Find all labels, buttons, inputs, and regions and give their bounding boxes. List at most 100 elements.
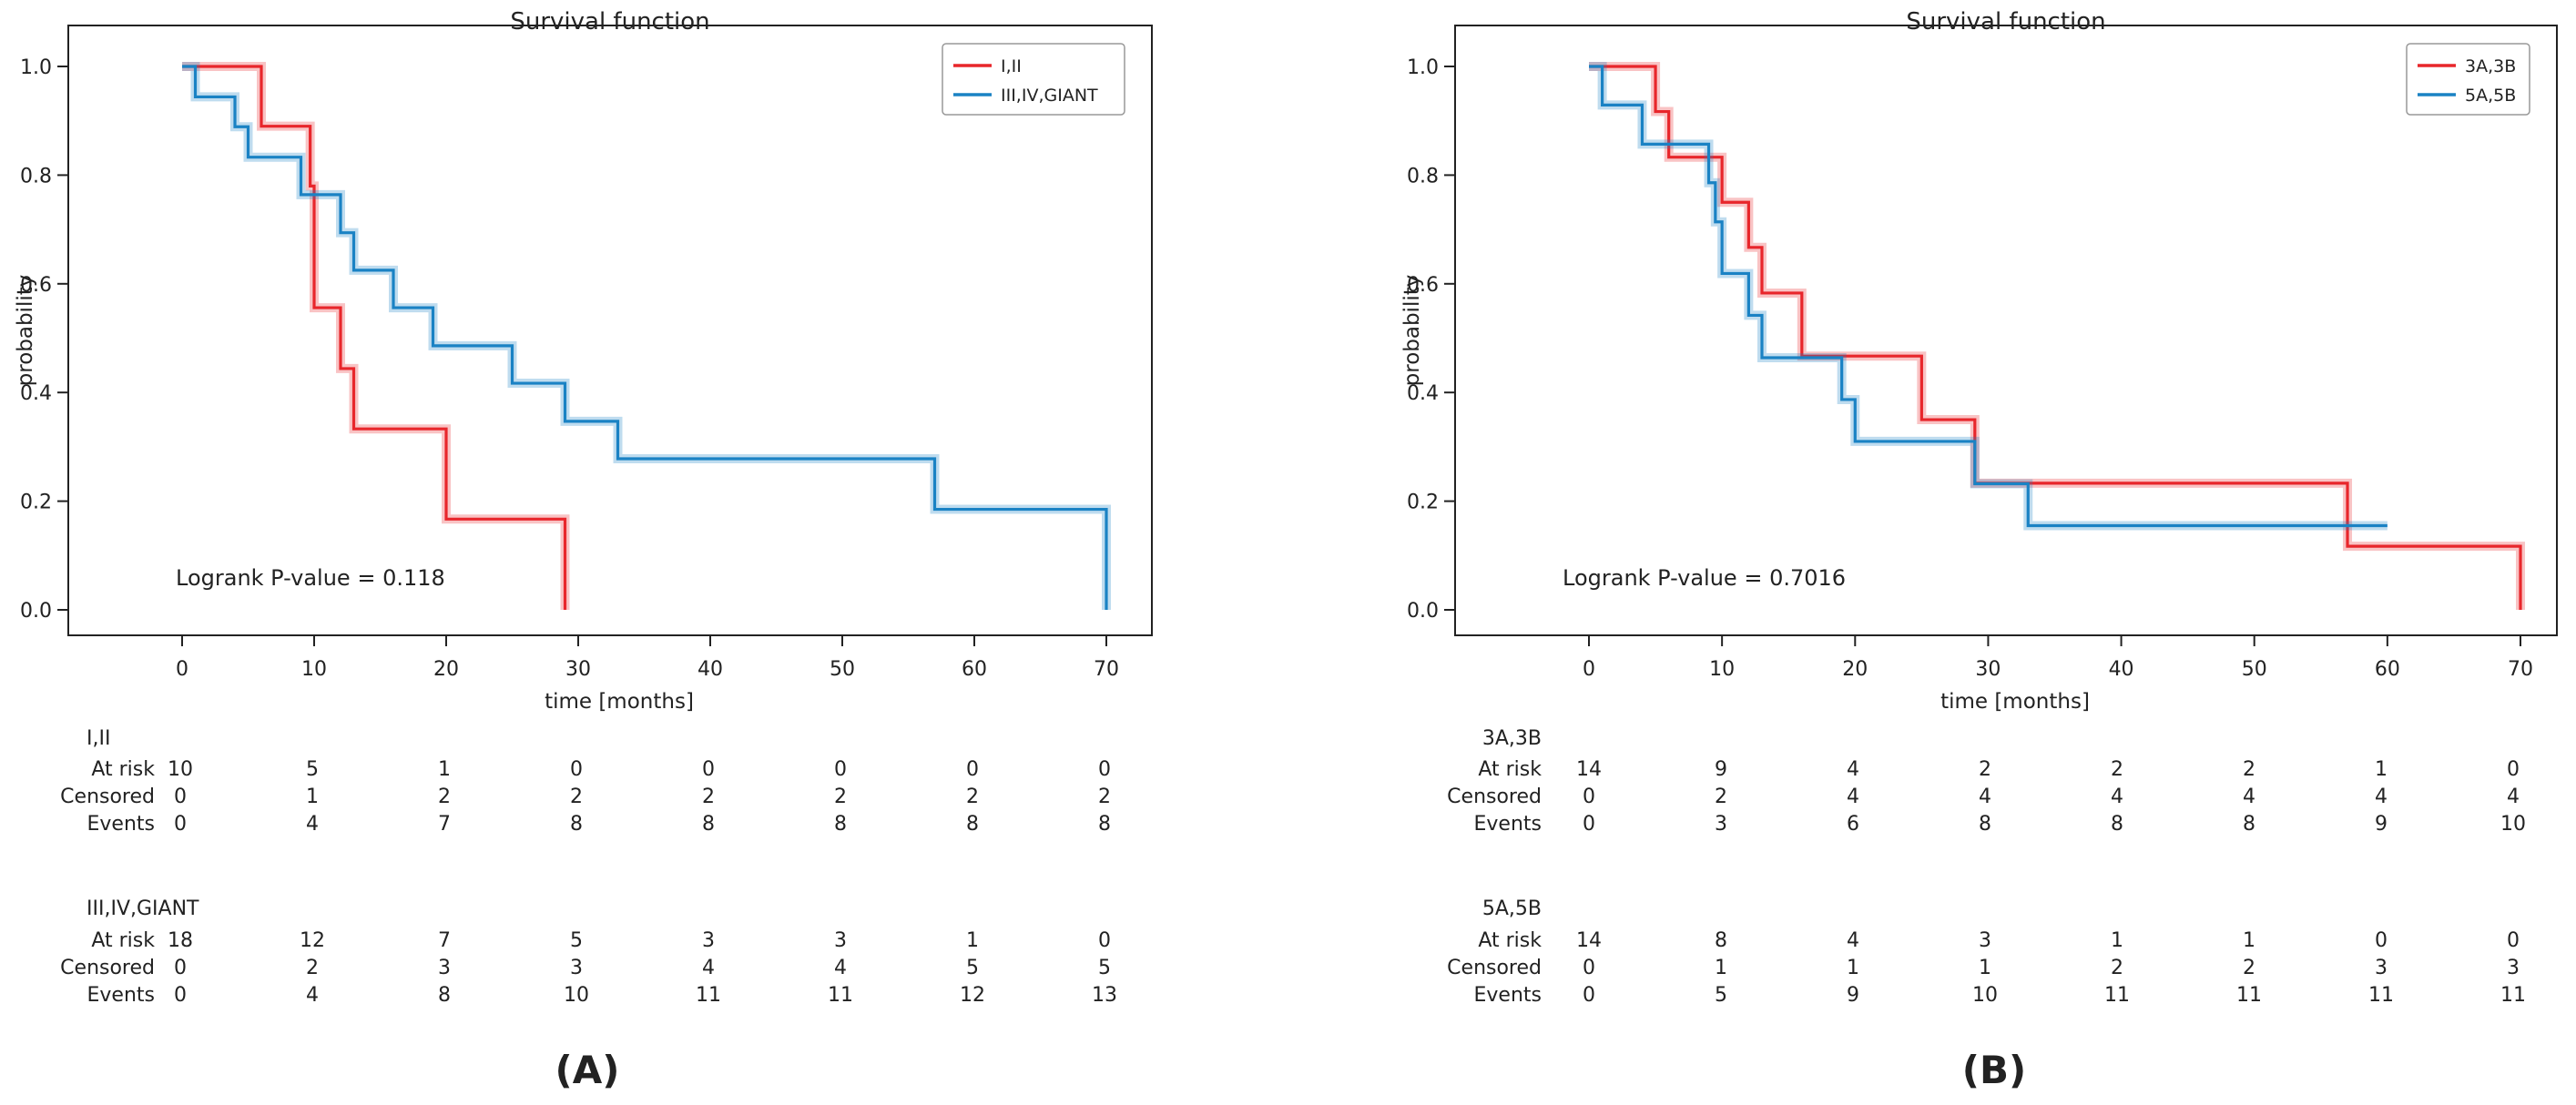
series-band-0 — [182, 62, 570, 610]
y-tick-label: 0.4 — [20, 382, 52, 405]
series-band-1 — [182, 62, 1111, 610]
risk-cell: 2 — [834, 786, 847, 808]
risk-cell: 0 — [1583, 984, 1595, 1007]
legend-label-0: I,II — [1001, 56, 1022, 76]
x-tick-label: 40 — [2109, 658, 2134, 681]
risk-cell: 5 — [1715, 984, 1727, 1007]
x-tick-label: 40 — [697, 658, 723, 681]
risk-cell: 0 — [1098, 929, 1111, 952]
risk-cell: 0 — [1583, 957, 1595, 979]
chart-title: Survival function — [1906, 8, 2105, 35]
risk-cell: 8 — [2111, 813, 2123, 836]
y-axis-label: probability — [14, 275, 37, 387]
risk-cell: 4 — [1979, 786, 1991, 808]
risk-cell: 3 — [702, 929, 715, 952]
risk-cell: 0 — [702, 758, 715, 781]
risk-cell: 1 — [2111, 929, 2123, 952]
risk-cell: 5 — [306, 758, 319, 781]
risk-group-name: 5A,5B — [1482, 897, 1542, 920]
risk-cell: 0 — [570, 758, 583, 781]
risk-row-label: Censored — [60, 957, 155, 979]
risk-cell: 8 — [2243, 813, 2255, 836]
y-tick-label: 0.0 — [1407, 600, 1439, 623]
risk-cell: 7 — [438, 929, 451, 952]
panel-label: (B) — [1962, 1048, 2026, 1092]
x-tick-label: 20 — [1842, 658, 1868, 681]
risk-cell: 4 — [1847, 786, 1859, 808]
risk-cell: 1 — [1715, 957, 1727, 979]
risk-cell: 5 — [966, 957, 979, 979]
series-line-0 — [1589, 65, 2522, 610]
risk-cell: 3 — [1979, 929, 1991, 952]
risk-cell: 7 — [438, 813, 451, 836]
risk-row-label: At risk — [1478, 929, 1542, 952]
risk-cell: 0 — [1583, 813, 1595, 836]
risk-cell: 3 — [438, 957, 451, 979]
risk-row-label: Events — [87, 984, 156, 1007]
x-axis-label: time [months] — [1940, 690, 2090, 714]
risk-cell: 10 — [1972, 984, 1998, 1007]
x-tick-label: 70 — [2508, 658, 2533, 681]
risk-cell: 0 — [174, 957, 187, 979]
risk-group-name: 3A,3B — [1482, 727, 1542, 750]
risk-cell: 8 — [834, 813, 847, 836]
risk-cell: 3 — [2507, 957, 2520, 979]
risk-cell: 4 — [702, 957, 715, 979]
y-tick-label: 1.0 — [20, 56, 52, 79]
risk-cell: 14 — [1576, 929, 1602, 952]
risk-cell: 3 — [2375, 957, 2388, 979]
risk-row-label: Events — [1474, 984, 1543, 1007]
risk-cell: 0 — [1098, 758, 1111, 781]
risk-cell: 5 — [570, 929, 583, 952]
y-tick-label: 0.0 — [20, 600, 52, 623]
risk-cell: 2 — [2243, 758, 2255, 781]
plot-frame — [67, 25, 1153, 636]
risk-cell: 13 — [1092, 984, 1117, 1007]
risk-cell: 0 — [174, 786, 187, 808]
risk-cell: 2 — [1715, 786, 1727, 808]
risk-cell: 4 — [306, 813, 319, 836]
risk-cell: 3 — [570, 957, 583, 979]
risk-cell: 2 — [966, 786, 979, 808]
logrank-annotation: Logrank P-value = 0.7016 — [1563, 565, 1846, 591]
x-tick-label: 60 — [2375, 658, 2400, 681]
risk-cell: 1 — [966, 929, 979, 952]
series-line-1 — [1589, 65, 2388, 528]
risk-cell: 1 — [1847, 957, 1859, 979]
risk-cell: 10 — [2500, 813, 2526, 836]
risk-cell: 4 — [2243, 786, 2255, 808]
risk-cell: 0 — [1583, 786, 1595, 808]
series-line-0 — [182, 65, 567, 610]
risk-cell: 1 — [2375, 758, 2388, 781]
risk-cell: 8 — [1979, 813, 1991, 836]
risk-cell: 14 — [1576, 758, 1602, 781]
risk-cell: 9 — [2375, 813, 2388, 836]
y-tick-label: 0.4 — [1407, 382, 1439, 405]
x-tick-label: 70 — [1094, 658, 1119, 681]
risk-cell: 8 — [966, 813, 979, 836]
risk-group-name: I,II — [87, 727, 110, 750]
logrank-annotation: Logrank P-value = 0.118 — [176, 565, 445, 591]
panel-a: Survival function probability 0.0 0.2 0.4 0.6… — [14, 8, 1153, 1092]
series-band-1 — [1589, 62, 2388, 531]
x-tick-label: 60 — [962, 658, 987, 681]
x-tick-label: 20 — [433, 658, 459, 681]
y-tick-label: 0.2 — [20, 492, 52, 514]
y-axis-label: probability — [1400, 275, 1424, 387]
risk-cell: 8 — [1098, 813, 1111, 836]
legend-box — [2406, 43, 2530, 116]
legend-label-1: III,IV,GIANT — [1001, 86, 1098, 106]
risk-cell: 0 — [2507, 758, 2520, 781]
risk-cell: 0 — [966, 758, 979, 781]
risk-cell: 12 — [300, 929, 325, 952]
risk-cell: 3 — [1715, 813, 1727, 836]
risk-cell: 4 — [2111, 786, 2123, 808]
risk-cell: 4 — [306, 984, 319, 1007]
x-axis-label: time [months] — [545, 690, 694, 714]
chart-title: Survival function — [510, 8, 709, 35]
risk-cell: 4 — [1847, 929, 1859, 952]
x-tick-label: 50 — [2242, 658, 2267, 681]
risk-cell: 0 — [2375, 929, 2388, 952]
x-tick-label: 0 — [1583, 658, 1595, 681]
